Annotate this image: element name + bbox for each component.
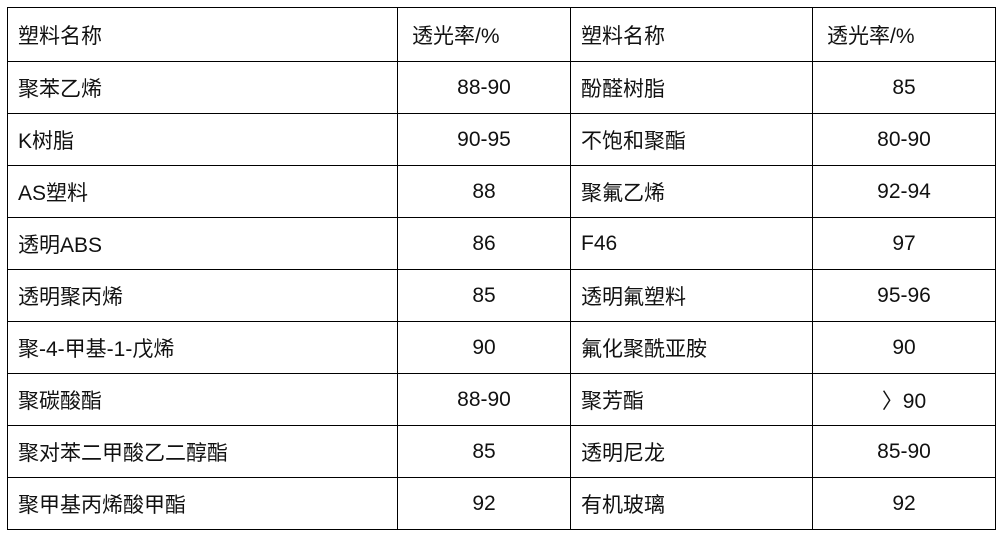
cell: 不饱和聚酯 xyxy=(570,113,813,166)
cell: AS塑料 xyxy=(7,165,398,218)
cell: 86 xyxy=(397,217,571,270)
cell: 80-90 xyxy=(812,113,996,166)
header-row: 塑料名称 透光率/% 塑料名称 透光率/% xyxy=(7,7,996,62)
cell: 92-94 xyxy=(812,165,996,218)
cell: 聚甲基丙烯酸甲酯 xyxy=(7,477,398,530)
cell: 88 xyxy=(397,165,571,218)
cell: 95-96 xyxy=(812,269,996,322)
header-cell: 塑料名称 xyxy=(570,7,813,62)
cell: 透明ABS xyxy=(7,217,398,270)
cell: 聚氟乙烯 xyxy=(570,165,813,218)
cell: 氟化聚酰亚胺 xyxy=(570,321,813,374)
table-row: 透明聚丙烯 85 透明氟塑料 95-96 xyxy=(7,269,996,322)
cell: 92 xyxy=(397,477,571,530)
cell: 酚醛树脂 xyxy=(570,61,813,114)
cell: 透明氟塑料 xyxy=(570,269,813,322)
table-row: 聚碳酸酯 88-90 聚芳酯 〉90 xyxy=(7,373,996,426)
cell: 〉90 xyxy=(812,373,996,426)
table-row: 聚苯乙烯 88-90 酚醛树脂 85 xyxy=(7,61,996,114)
table-container: 塑料名称 透光率/% 塑料名称 透光率/% 聚苯乙烯 88-90 酚醛树脂 85 K树脂 90-9… xyxy=(7,7,996,530)
cell: 90-95 xyxy=(397,113,571,166)
table-row: 聚对苯二甲酸乙二醇酯 85 透明尼龙 85-90 xyxy=(7,425,996,478)
table-row: K树脂 90-95 不饱和聚酯 80-90 xyxy=(7,113,996,166)
cell: 85 xyxy=(397,269,571,322)
cell: 85-90 xyxy=(812,425,996,478)
table-row: 聚-4-甲基-1-戊烯 90 氟化聚酰亚胺 90 xyxy=(7,321,996,374)
cell: F46 xyxy=(570,217,813,270)
cell: 透明尼龙 xyxy=(570,425,813,478)
cell: K树脂 xyxy=(7,113,398,166)
header-cell: 透光率/% xyxy=(397,7,571,62)
table-row: 透明ABS 86 F46 97 xyxy=(7,217,996,270)
cell: 聚碳酸酯 xyxy=(7,373,398,426)
table-row: 聚甲基丙烯酸甲酯 92 有机玻璃 92 xyxy=(7,477,996,530)
header-cell: 塑料名称 xyxy=(7,7,398,62)
cell: 聚-4-甲基-1-戊烯 xyxy=(7,321,398,374)
cell: 88-90 xyxy=(397,373,571,426)
transmittance-table: 塑料名称 透光率/% 塑料名称 透光率/% 聚苯乙烯 88-90 酚醛树脂 85 K树脂 90-9… xyxy=(7,7,996,530)
cell: 85 xyxy=(812,61,996,114)
cell: 92 xyxy=(812,477,996,530)
cell: 90 xyxy=(812,321,996,374)
table-row: AS塑料 88 聚氟乙烯 92-94 xyxy=(7,165,996,218)
header-cell: 透光率/% xyxy=(812,7,996,62)
cell: 97 xyxy=(812,217,996,270)
cell: 90 xyxy=(397,321,571,374)
cell: 透明聚丙烯 xyxy=(7,269,398,322)
cell: 88-90 xyxy=(397,61,571,114)
cell: 聚芳酯 xyxy=(570,373,813,426)
cell: 聚对苯二甲酸乙二醇酯 xyxy=(7,425,398,478)
cell: 85 xyxy=(397,425,571,478)
cell: 有机玻璃 xyxy=(570,477,813,530)
cell: 聚苯乙烯 xyxy=(7,61,398,114)
